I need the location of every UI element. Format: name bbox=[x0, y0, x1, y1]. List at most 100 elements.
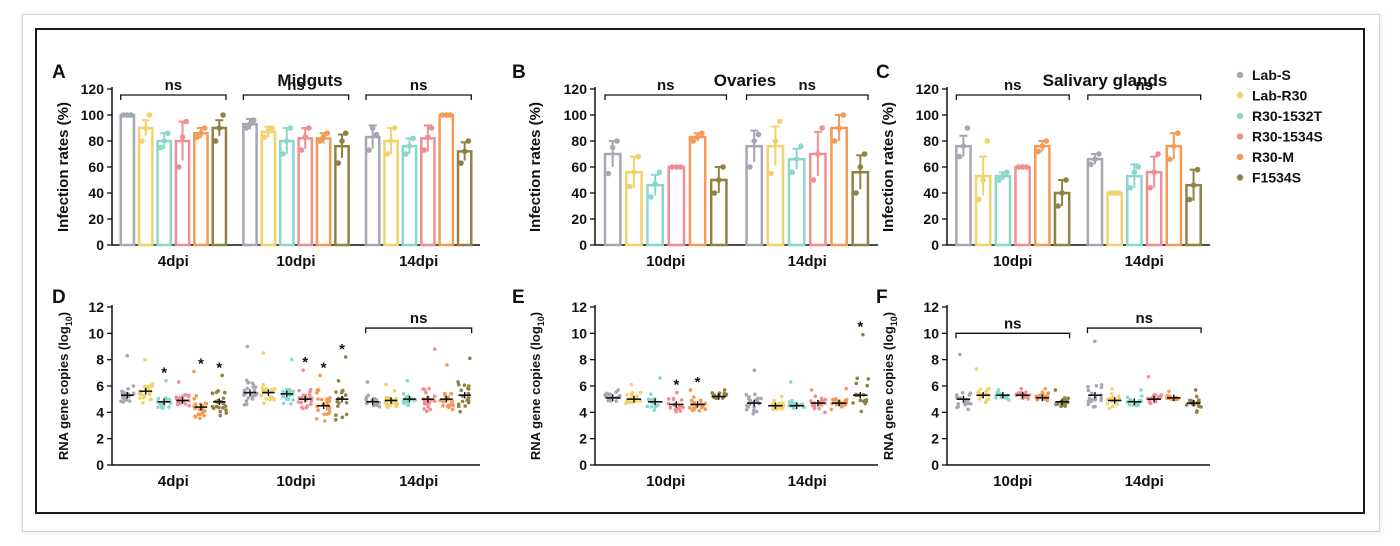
data-point bbox=[466, 396, 471, 401]
group-label: 14dpi bbox=[1125, 253, 1164, 270]
data-point bbox=[220, 112, 226, 118]
data-point bbox=[198, 412, 202, 417]
data-point bbox=[809, 388, 814, 392]
data-point bbox=[629, 392, 634, 396]
panel-letter: E bbox=[512, 287, 525, 308]
bar bbox=[260, 130, 277, 247]
significance-bracket bbox=[365, 94, 472, 100]
data-point bbox=[1004, 169, 1010, 175]
data-point bbox=[744, 407, 749, 412]
significance-label: ns bbox=[410, 310, 428, 327]
data-point bbox=[223, 390, 227, 395]
data-point bbox=[317, 138, 323, 144]
data-point bbox=[836, 125, 842, 131]
legend-entry: R30-1532T bbox=[1252, 108, 1322, 124]
significance-star: * bbox=[857, 319, 863, 336]
bar bbox=[830, 126, 848, 247]
significance-label: ns bbox=[1004, 315, 1022, 332]
data-point bbox=[259, 393, 264, 398]
data-point bbox=[441, 400, 446, 404]
data-point bbox=[198, 130, 204, 136]
data-point bbox=[143, 357, 147, 362]
data-point bbox=[789, 380, 793, 384]
data-point bbox=[224, 408, 228, 412]
data-point bbox=[748, 399, 752, 404]
data-point bbox=[244, 399, 249, 403]
data-point bbox=[1066, 396, 1070, 401]
data-point bbox=[1062, 398, 1067, 402]
data-point bbox=[384, 382, 388, 387]
data-point bbox=[699, 405, 704, 410]
data-point bbox=[291, 398, 295, 402]
data-point bbox=[1089, 399, 1093, 404]
bar bbox=[955, 144, 972, 247]
data-point bbox=[388, 138, 394, 144]
y-tick-label: 80 bbox=[88, 133, 104, 149]
data-point bbox=[1151, 169, 1157, 175]
data-point bbox=[319, 397, 324, 402]
data-point bbox=[157, 144, 164, 151]
panel-letter: B bbox=[512, 62, 526, 83]
data-point bbox=[1099, 398, 1103, 403]
data-point bbox=[853, 190, 859, 196]
group-label: 14dpi bbox=[399, 473, 438, 490]
data-point bbox=[253, 385, 258, 389]
y-tick-label: 0 bbox=[96, 457, 104, 473]
data-point bbox=[335, 160, 342, 166]
data-point bbox=[690, 138, 697, 144]
legend-entry: Lab-R30 bbox=[1252, 88, 1307, 104]
data-point bbox=[1110, 386, 1114, 391]
data-point bbox=[1035, 148, 1042, 155]
data-point bbox=[466, 387, 471, 391]
data-point bbox=[324, 130, 331, 136]
y-tick-label: 10 bbox=[571, 325, 587, 341]
data-point bbox=[779, 394, 784, 399]
data-point bbox=[772, 398, 776, 403]
data-point bbox=[840, 112, 847, 118]
data-point bbox=[142, 384, 147, 389]
data-point bbox=[964, 402, 968, 406]
data-point bbox=[865, 383, 870, 388]
data-point bbox=[391, 125, 398, 131]
data-point bbox=[747, 164, 753, 170]
data-point bbox=[966, 407, 970, 412]
y-tick-label: 12 bbox=[88, 299, 104, 315]
data-point bbox=[392, 388, 397, 393]
data-point bbox=[692, 400, 696, 405]
data-point bbox=[703, 407, 708, 412]
data-point bbox=[793, 156, 800, 162]
data-point bbox=[986, 397, 991, 401]
significance-bracket bbox=[1086, 327, 1202, 334]
data-point bbox=[1092, 339, 1097, 344]
data-point bbox=[1139, 394, 1144, 398]
y-tick-label: 12 bbox=[923, 299, 939, 315]
data-point bbox=[160, 405, 164, 410]
data-point bbox=[244, 378, 249, 383]
data-point bbox=[441, 404, 445, 408]
data-point bbox=[1194, 166, 1201, 173]
significance-bracket bbox=[242, 94, 350, 100]
data-point bbox=[192, 397, 197, 401]
y-tick-label: 2 bbox=[96, 431, 104, 447]
data-point bbox=[167, 397, 172, 402]
y-tick-label: 2 bbox=[579, 431, 587, 447]
data-point bbox=[289, 357, 294, 362]
y-tick-label: 8 bbox=[579, 352, 587, 368]
data-point bbox=[339, 138, 345, 144]
y-tick-label: 10 bbox=[923, 325, 939, 341]
data-point bbox=[1043, 138, 1050, 144]
y-axis-label: RNA gene copies (log10) bbox=[881, 312, 899, 460]
data-point bbox=[128, 112, 134, 118]
data-point bbox=[426, 405, 430, 409]
data-point bbox=[466, 400, 471, 405]
data-point bbox=[364, 397, 368, 402]
data-point bbox=[974, 367, 979, 371]
data-point bbox=[405, 378, 410, 383]
data-point bbox=[210, 391, 215, 396]
data-point bbox=[668, 405, 673, 410]
data-point bbox=[648, 194, 654, 200]
y-tick-label: 6 bbox=[931, 378, 939, 394]
y-tick-label: 120 bbox=[916, 81, 940, 97]
data-point bbox=[1046, 391, 1050, 396]
y-tick-label: 100 bbox=[564, 107, 588, 123]
